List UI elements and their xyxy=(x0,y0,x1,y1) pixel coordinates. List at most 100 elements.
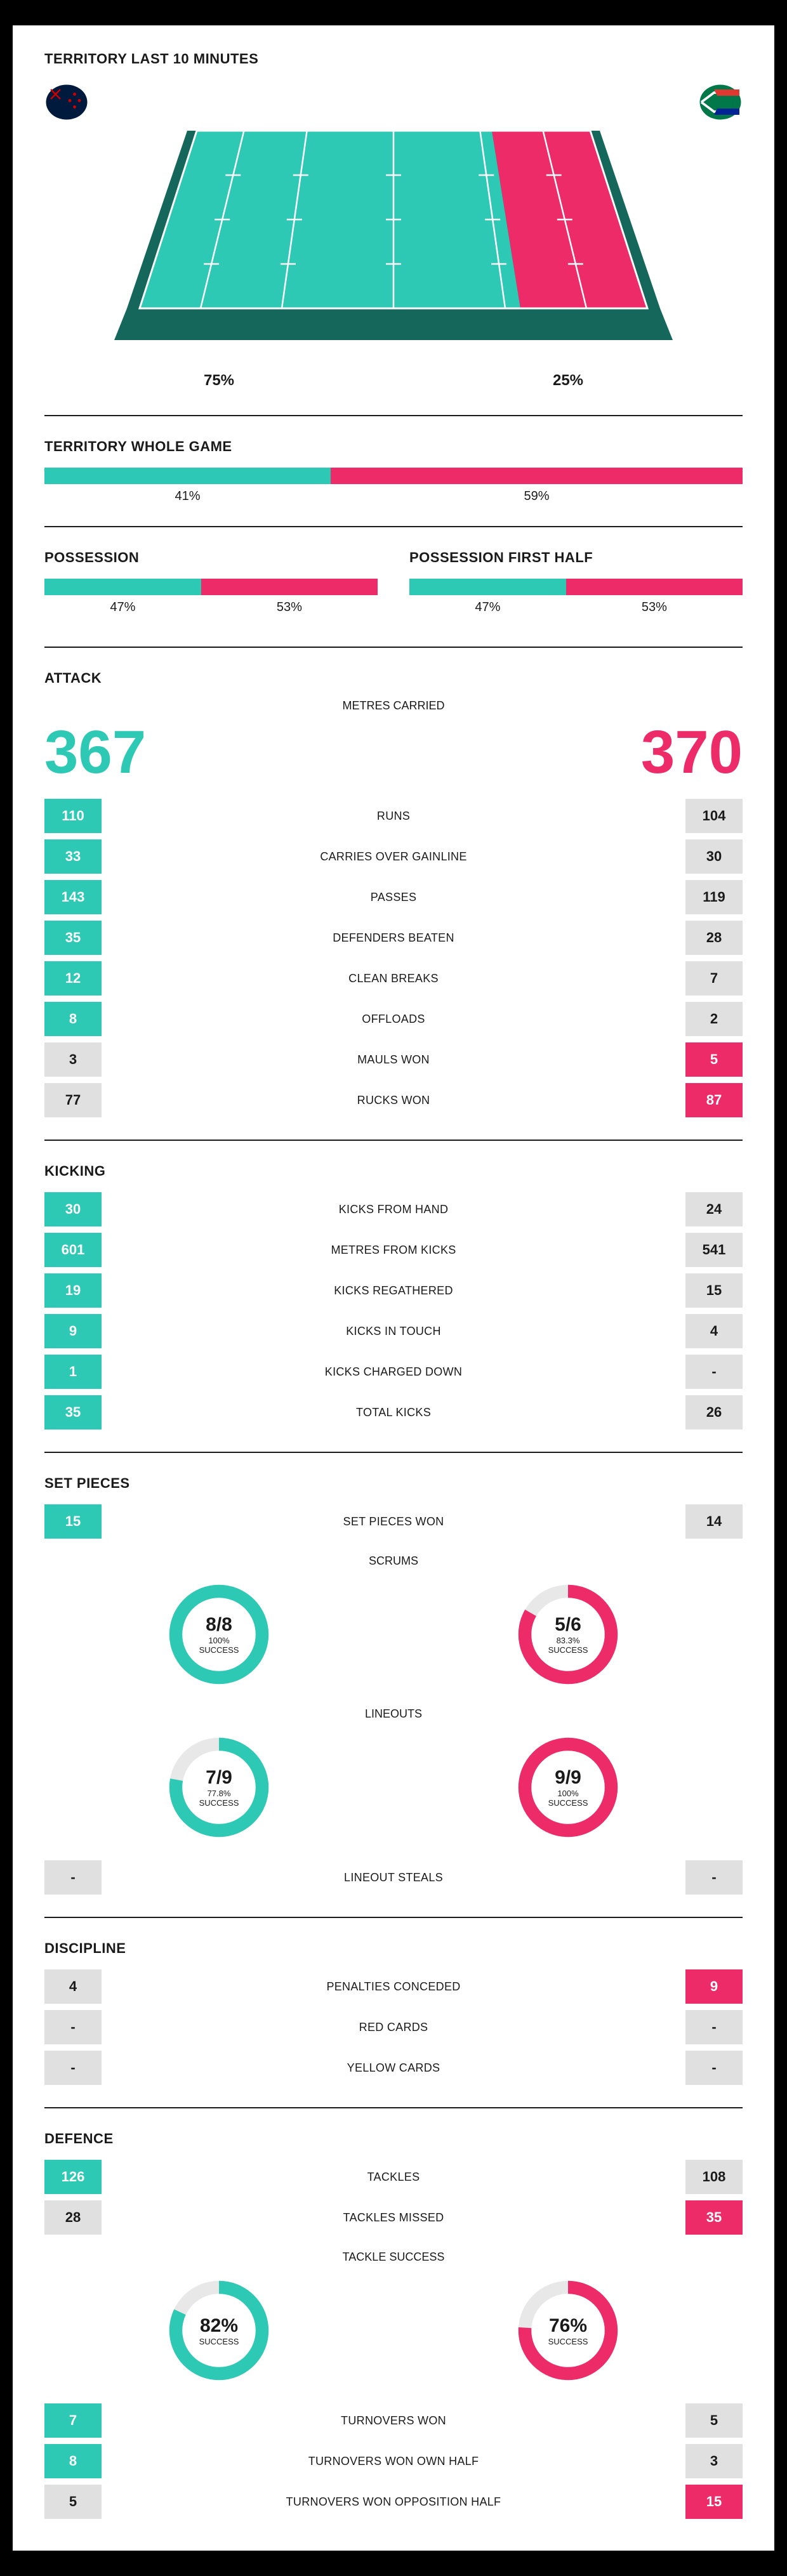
divider xyxy=(44,1140,743,1141)
stat-left: 19 xyxy=(44,1273,102,1308)
stat-left: 15 xyxy=(44,1504,102,1539)
section-title: ATTACK xyxy=(44,670,743,687)
section-title: TERRITORY WHOLE GAME xyxy=(44,438,743,455)
stat-label: KICKS IN TOUCH xyxy=(102,1325,685,1338)
metres-carried-label: METRES CARRIED xyxy=(44,699,743,713)
bar xyxy=(44,579,378,595)
stat-right: 7 xyxy=(685,961,743,996)
stat-label: MAULS WON xyxy=(102,1053,685,1067)
stat-left: 5 xyxy=(44,2485,102,2519)
stat-right: 9 xyxy=(685,1969,743,2004)
stat-label: TACKLES MISSED xyxy=(102,2211,685,2224)
section-title: KICKING xyxy=(44,1163,743,1180)
section-title: POSSESSION xyxy=(44,549,378,566)
stat-row: 30KICKS FROM HAND24 xyxy=(44,1192,743,1226)
bar-segment-left xyxy=(44,579,201,595)
stat-label: KICKS CHARGED DOWN xyxy=(102,1365,685,1379)
stat-label: LINEOUT STEALS xyxy=(102,1871,685,1884)
donut-sub: 100% xyxy=(557,1789,578,1798)
stat-label: TURNOVERS WON OPPOSITION HALF xyxy=(102,2495,685,2509)
divider xyxy=(44,415,743,416)
divider xyxy=(44,647,743,648)
field-area: 75% 25% xyxy=(44,93,743,390)
donut-main: 5/6 xyxy=(555,1614,581,1636)
metres-row: 367 370 xyxy=(44,722,743,783)
stat-left: 3 xyxy=(44,1042,102,1077)
stat-right: 14 xyxy=(685,1504,743,1539)
divider xyxy=(44,526,743,527)
stat-row: 8TURNOVERS WON OWN HALF3 xyxy=(44,2444,743,2478)
stat-left: 7 xyxy=(44,2403,102,2438)
donut-chart: 9/9 100% SUCCESS xyxy=(514,1733,622,1841)
setpieces-rows-bottom: -LINEOUT STEALS- xyxy=(44,1860,743,1895)
divider xyxy=(44,1452,743,1453)
stat-right: - xyxy=(685,2010,743,2044)
tackle-donuts: 82% SUCCESS 76% SUCCESS xyxy=(44,2277,743,2384)
bar-possession: 47%53% xyxy=(44,579,378,615)
stat-right: - xyxy=(685,1355,743,1389)
stat-right: 104 xyxy=(685,799,743,833)
stat-label: TOTAL KICKS xyxy=(102,1406,685,1419)
bar-segment-left xyxy=(409,579,566,595)
scrums-label: SCRUMS xyxy=(44,1554,743,1568)
stat-row: 19KICKS REGATHERED15 xyxy=(44,1273,743,1308)
stat-right: 5 xyxy=(685,2403,743,2438)
metres-right: 370 xyxy=(641,722,743,783)
stat-left: - xyxy=(44,2010,102,2044)
stat-label: KICKS FROM HAND xyxy=(102,1203,685,1216)
stat-row: 5TURNOVERS WON OPPOSITION HALF15 xyxy=(44,2485,743,2519)
bar-territory-whole: 41%59% xyxy=(44,468,743,504)
rugby-field-graphic xyxy=(44,93,743,359)
stats-container: TERRITORY LAST 10 MINUTES 75% 25% xyxy=(13,25,774,2551)
donut-main: 82% xyxy=(200,2315,238,2337)
stat-left: - xyxy=(44,1860,102,1895)
stat-left: 110 xyxy=(44,799,102,833)
bar xyxy=(44,468,743,484)
stat-right: 35 xyxy=(685,2200,743,2235)
stat-right: 15 xyxy=(685,2485,743,2519)
stat-left: 33 xyxy=(44,839,102,874)
stat-label: TURNOVERS WON xyxy=(102,2414,685,2428)
stat-left: 35 xyxy=(44,921,102,955)
bar-label-right: 59% xyxy=(331,489,743,504)
defence-rows-bottom: 7TURNOVERS WON58TURNOVERS WON OWN HALF35… xyxy=(44,2403,743,2519)
stat-label: PENALTIES CONCEDED xyxy=(102,1980,685,1994)
stat-label: PASSES xyxy=(102,891,685,904)
bar-labels: 47%53% xyxy=(44,600,378,615)
territory-last10-section: TERRITORY LAST 10 MINUTES 75% 25% xyxy=(44,51,743,390)
donut-main: 7/9 xyxy=(206,1767,232,1789)
section-title: SET PIECES xyxy=(44,1475,743,1492)
stat-right: - xyxy=(685,2051,743,2085)
setpieces-rows-top: 15SET PIECES WON14 xyxy=(44,1504,743,1539)
section-title: POSSESSION FIRST HALF xyxy=(409,549,743,566)
stat-row: 12CLEAN BREAKS7 xyxy=(44,961,743,996)
donut-chart: 82% SUCCESS xyxy=(165,2277,273,2384)
donut-chart: 5/6 83.3% SUCCESS xyxy=(514,1580,622,1688)
stat-right: 26 xyxy=(685,1395,743,1429)
stat-label: CARRIES OVER GAINLINE xyxy=(102,850,685,864)
possession-first-half-col: POSSESSION FIRST HALF 47%53% xyxy=(409,549,743,624)
stat-left: 8 xyxy=(44,1002,102,1036)
bar-label-left: 47% xyxy=(44,600,201,615)
bar xyxy=(409,579,743,595)
possession-col: POSSESSION 47%53% xyxy=(44,549,378,624)
defence-rows-top: 126TACKLES10828TACKLES MISSED35 xyxy=(44,2160,743,2235)
bar-label-right: 53% xyxy=(566,600,743,615)
stat-left: 126 xyxy=(44,2160,102,2194)
stat-right: 5 xyxy=(685,1042,743,1077)
donut-sub2: SUCCESS xyxy=(548,1798,588,1808)
stat-right: 87 xyxy=(685,1083,743,1117)
divider xyxy=(44,2107,743,2108)
stat-left: 1 xyxy=(44,1355,102,1389)
stat-left: - xyxy=(44,2051,102,2085)
stat-label: KICKS REGATHERED xyxy=(102,1284,685,1298)
stat-row: 28TACKLES MISSED35 xyxy=(44,2200,743,2235)
bar-label-right: 53% xyxy=(201,600,378,615)
stat-row: 77RUCKS WON87 xyxy=(44,1083,743,1117)
stat-row: 3MAULS WON5 xyxy=(44,1042,743,1077)
territory-whole-section: TERRITORY WHOLE GAME 41%59% xyxy=(44,438,743,504)
setpieces-section: SET PIECES 15SET PIECES WON14 SCRUMS 8/8… xyxy=(44,1475,743,1895)
field-labels: 75% 25% xyxy=(44,372,743,390)
bar-label-left: 41% xyxy=(44,489,331,504)
donut-main: 76% xyxy=(549,2315,587,2337)
